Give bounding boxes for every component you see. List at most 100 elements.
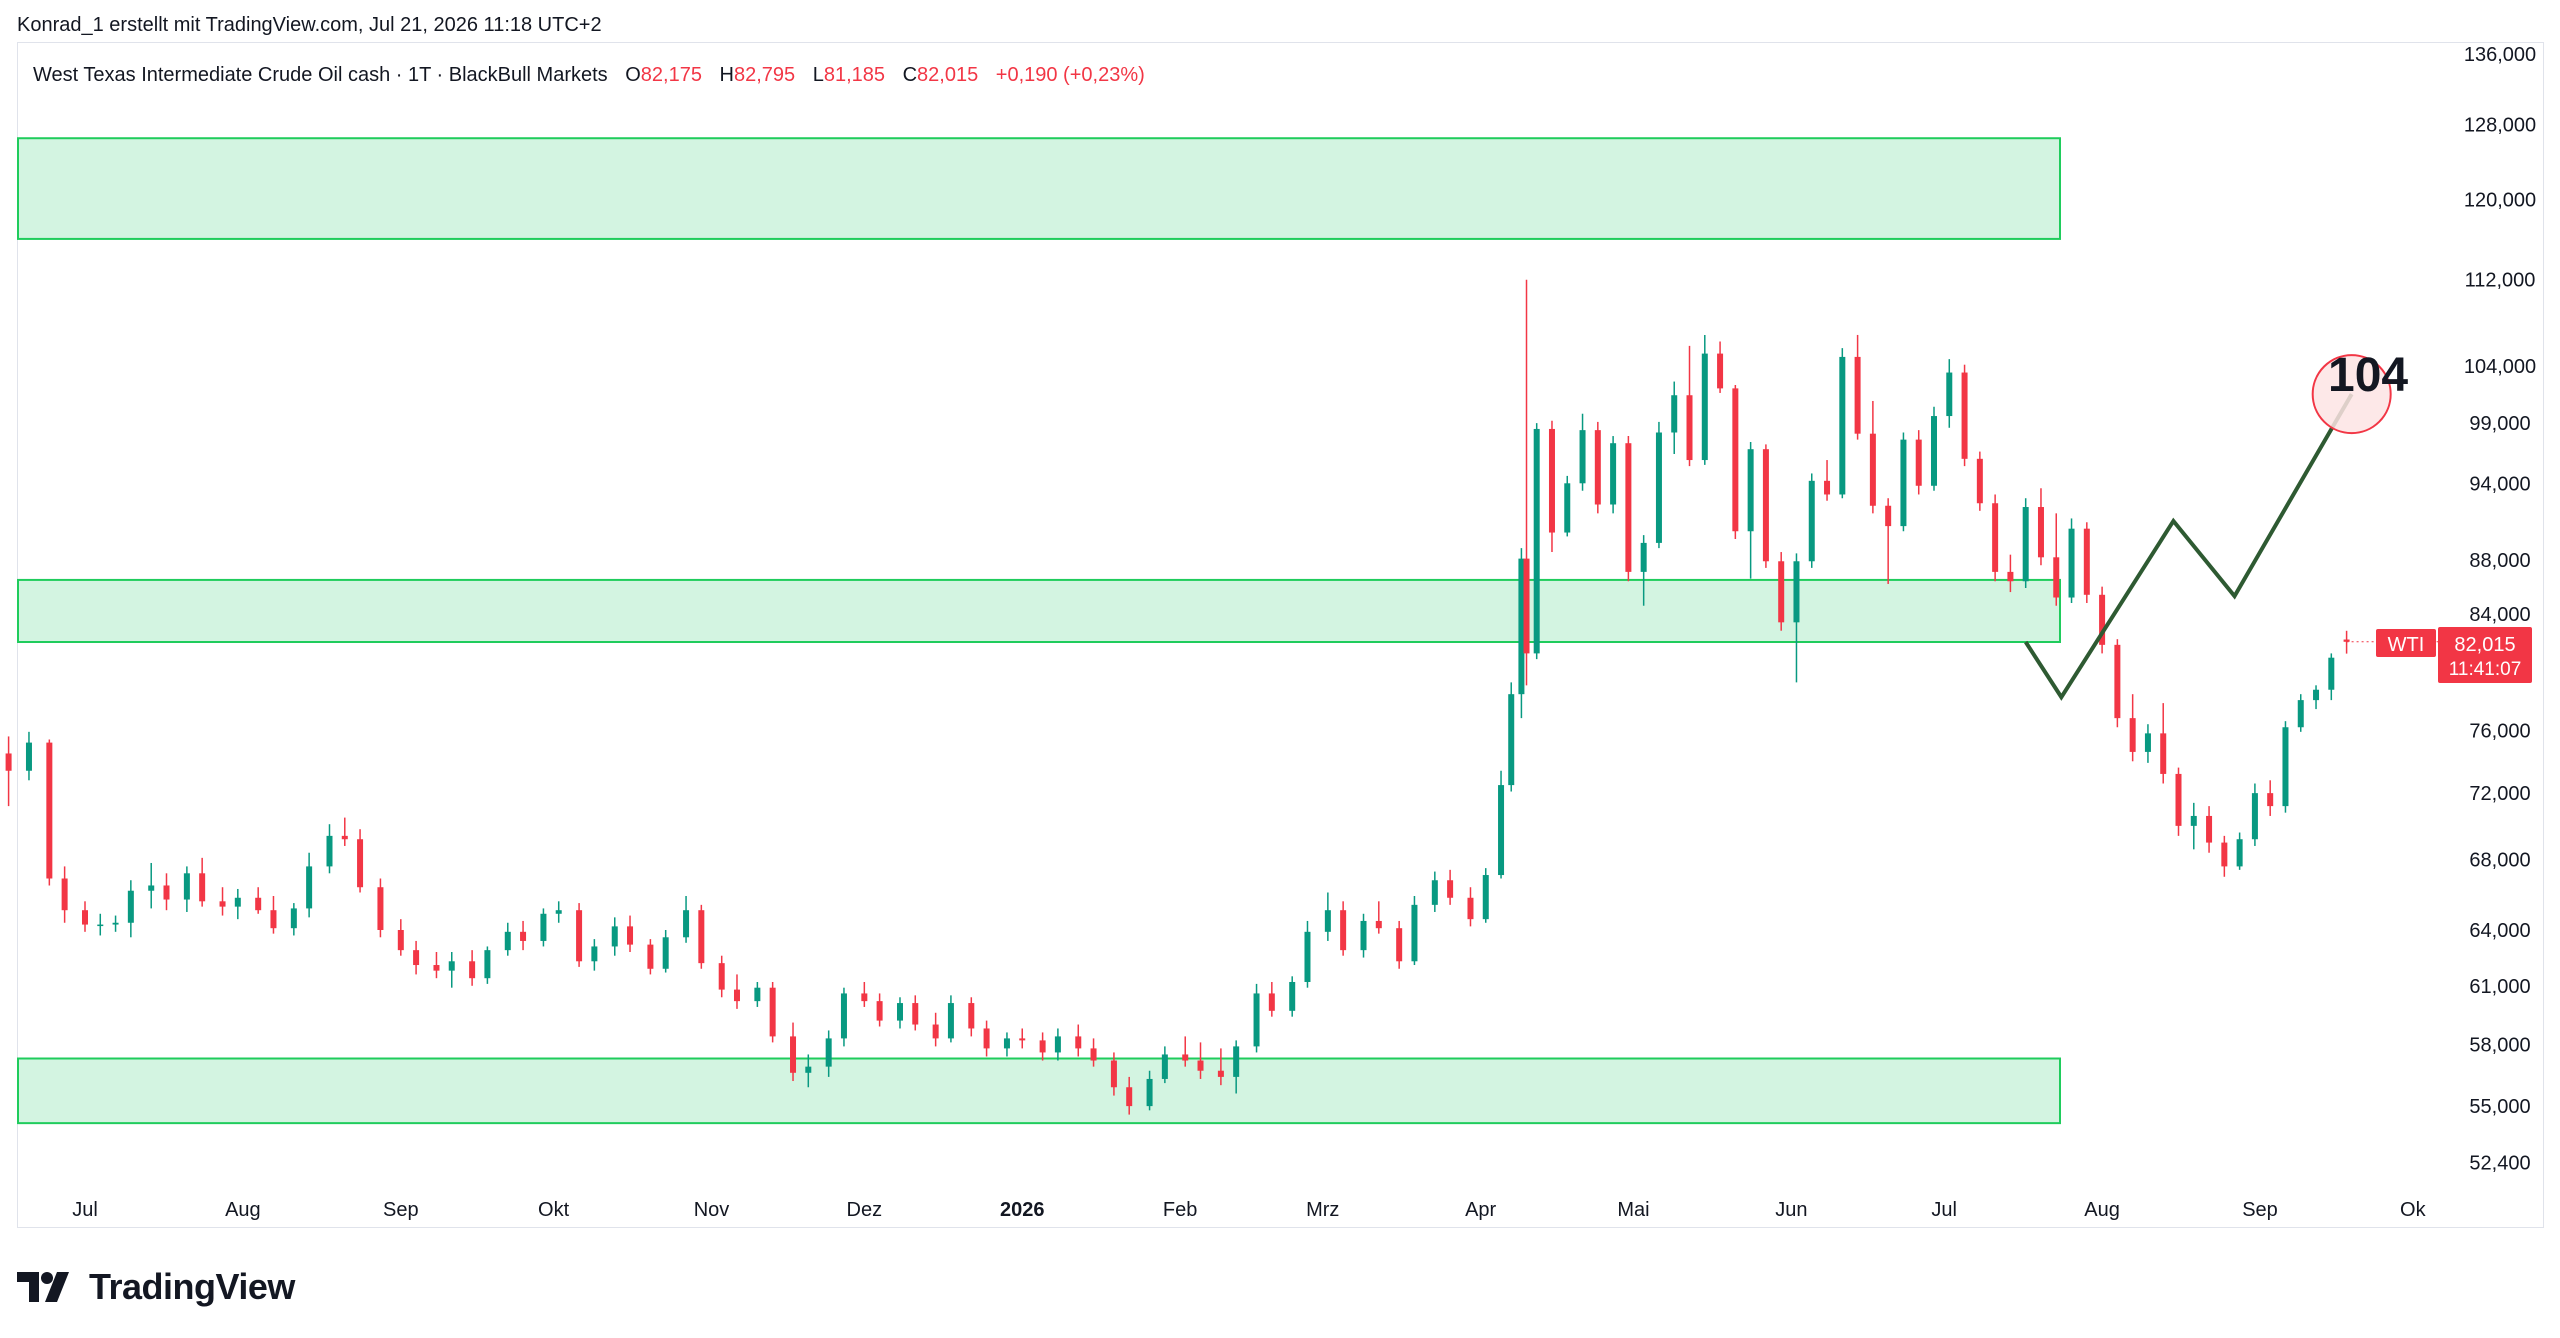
x-axis-tick-label: Dez <box>847 1199 883 1221</box>
candle-body <box>2251 793 2258 840</box>
candle-body <box>805 1066 812 1073</box>
chart-legend: West Texas Intermediate Crude Oil cash ·… <box>33 64 1145 87</box>
candle-body <box>1915 439 1922 486</box>
candle-body <box>1625 443 1632 572</box>
candle-body <box>2190 815 2197 826</box>
candle-body <box>1900 439 1907 527</box>
candle-body <box>2343 639 2350 642</box>
candle-body <box>1375 920 1382 929</box>
y-axis-tick-label: 88,000 <box>2469 550 2530 572</box>
candle-body <box>1182 1054 1189 1061</box>
candle-body <box>2068 528 2075 598</box>
candle-body <box>2083 528 2090 595</box>
candle-body <box>2022 507 2029 582</box>
candle-body <box>968 1003 975 1029</box>
candle-body <box>433 965 440 971</box>
candle-body <box>2007 571 2014 582</box>
target-label: 104 <box>2328 349 2408 402</box>
candle-body <box>1253 993 1260 1047</box>
price-tag: WTI 82,015 11:41:07 <box>2376 627 2532 683</box>
tradingview-logo[interactable]: TradingView <box>17 1266 295 1308</box>
candle-body <box>127 890 134 923</box>
candle-body <box>1579 430 1586 484</box>
support-resistance-zone[interactable] <box>17 1057 2061 1125</box>
y-axis-tick-label: 52,400 <box>2469 1152 2530 1174</box>
candle-body <box>1839 356 1846 495</box>
candle-body <box>861 993 868 1002</box>
candle-body <box>1793 561 1800 623</box>
y-axis-tick-label: 55,000 <box>2469 1096 2530 1118</box>
candle-body <box>2206 815 2213 843</box>
candle-body <box>2175 773 2182 826</box>
candle-body <box>769 987 776 1037</box>
support-resistance-zone[interactable] <box>17 578 2061 644</box>
x-axis-tick-label: 2026 <box>1000 1199 1045 1221</box>
candle-body <box>1640 542 1647 572</box>
candle-body <box>1869 433 1876 506</box>
candle-body <box>484 950 491 979</box>
candle-body <box>504 931 511 951</box>
legend-high-value: 82,795 <box>733 64 796 86</box>
candle-body <box>1686 395 1693 461</box>
candle-body <box>733 989 740 1002</box>
candle-body <box>1671 395 1678 433</box>
candle-body <box>377 887 384 930</box>
projection-path[interactable] <box>2024 393 2354 701</box>
legend-high-label: H <box>719 64 734 86</box>
candle-body <box>1762 449 1769 562</box>
candle-body <box>1564 483 1571 533</box>
candle-body <box>683 910 690 938</box>
legend-low-value: 81,185 <box>823 64 886 86</box>
candle-body <box>97 924 104 927</box>
candle-body <box>1447 880 1454 898</box>
candle-body <box>413 950 420 966</box>
candle-body <box>1340 910 1347 951</box>
candle-body <box>1717 353 1724 389</box>
candle-body <box>662 937 669 969</box>
candle-body <box>2114 644 2121 719</box>
axes-layer: 136,000 128,000 120,000 112,000 104,000 99,00… <box>72 44 2536 1221</box>
candle-body <box>5 753 12 771</box>
price-tag-symbol-bg <box>2376 629 2436 657</box>
candle-body <box>82 910 88 925</box>
candle-body <box>1778 561 1785 623</box>
x-axis-tick-label: Sep <box>383 1199 419 1221</box>
candle-body <box>932 1024 939 1039</box>
candle-body <box>983 1028 990 1049</box>
candle-body <box>876 1001 883 1021</box>
y-axis-tick-label: 76,000 <box>2469 720 2530 742</box>
candle-body <box>2099 594 2106 645</box>
support-resistance-zone[interactable] <box>17 137 2061 240</box>
candle-body <box>754 987 761 1002</box>
y-axis-tick-label: 120,000 <box>2464 190 2536 212</box>
candle-body <box>148 885 155 891</box>
candle-body <box>1747 449 1754 532</box>
candle-body <box>234 897 241 907</box>
candle-body <box>1655 432 1662 543</box>
y-axis-tick-label: 94,000 <box>2469 473 2530 495</box>
candle-body <box>1324 910 1331 932</box>
y-axis-tick-label: 128,000 <box>2464 115 2536 137</box>
candle-body <box>397 930 404 951</box>
x-axis-tick-label: Feb <box>1163 1199 1197 1221</box>
x-axis-tick-label: Jul <box>72 1199 98 1221</box>
candle-body <box>1824 480 1831 495</box>
candle-body <box>183 873 190 900</box>
candle-body <box>357 839 364 888</box>
candle-body <box>2129 718 2136 752</box>
candle-body <box>2144 733 2151 752</box>
zones-layer <box>17 137 2061 1125</box>
legend-change: +0,190 (+0,23%) <box>995 64 1145 86</box>
candle-body <box>790 1036 797 1073</box>
candle-body <box>290 908 297 929</box>
target-circle[interactable] <box>2311 354 2392 435</box>
candle-body <box>219 901 226 907</box>
candle-body <box>2160 733 2167 774</box>
candle-body <box>2267 793 2274 807</box>
x-axis-tick-label: Jun <box>1775 1199 1807 1221</box>
candle-body <box>1268 993 1275 1011</box>
candle-body <box>1498 785 1505 876</box>
candle-body <box>1039 1040 1046 1053</box>
candle-body <box>1946 372 1953 417</box>
